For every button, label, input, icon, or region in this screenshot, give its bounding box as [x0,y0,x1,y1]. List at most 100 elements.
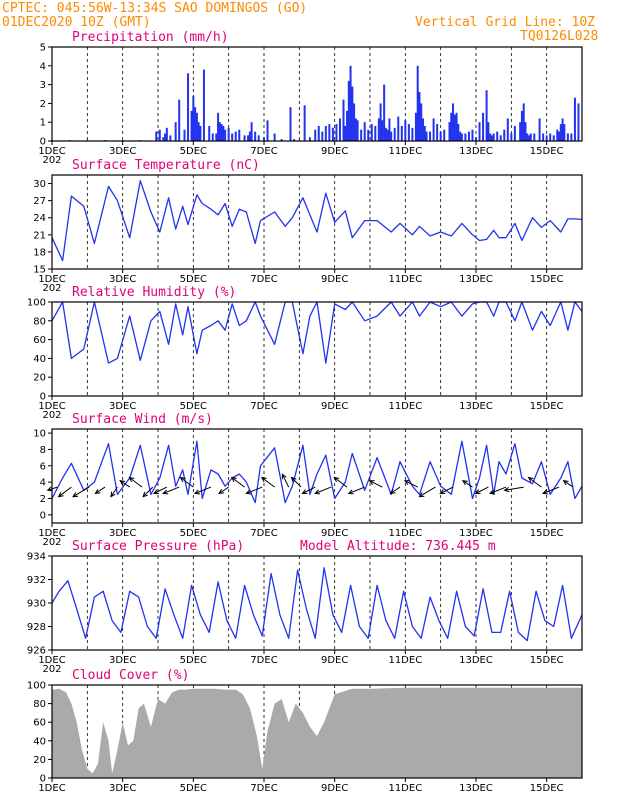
wind-arrow [541,486,560,495]
precip-bar [522,103,525,141]
precip-bar [533,133,536,141]
wind-arrow [439,486,454,495]
grid-line-note: Vertical Grid Line: 10Z [415,15,595,30]
y-tick-label: 10 [33,429,46,440]
precip-bar [384,127,387,141]
precip-bar [231,133,234,141]
y-tick-label: 926 [27,646,46,657]
wind-arrow [333,476,348,488]
wind-arrow [488,486,507,495]
x-tick-label: 15DEC [530,401,564,412]
precip-bar [303,105,306,141]
wind-arrow [281,473,290,488]
x-tick-label: 15DEC [530,146,564,157]
x-tick-label: 3DEC [109,783,136,794]
precip-bar [158,129,161,141]
precip-bar [222,125,225,141]
precip-bar [218,122,221,141]
precip-bar [370,124,373,141]
wind-arrow [314,486,332,495]
precip-bar [234,131,237,141]
precip-bar [174,122,177,141]
humidity-frame [51,301,583,397]
precip-bar [155,131,158,141]
wind-arrow [153,486,168,495]
precip-bar [247,135,250,141]
precip-bar [388,118,391,141]
precipitation-panel: Precipitation (mm/h) 0 1 2 3 4 5 1DEC 3DEC 5DEC 7D… [38,30,583,166]
y-tick-label: 60 [33,335,46,346]
x-tick-label: 5DEC [180,401,207,412]
precip-bar [183,129,186,141]
precip-bar [194,107,197,141]
x-tick-label: 7DEC [250,528,277,539]
precip-bar [379,103,382,141]
x-tick-label: 5DEC [180,528,207,539]
y-tick-label: 60 [33,718,46,729]
pressure-panel: Surface Pressure (hPa) Model Altitude: 73… [27,539,583,675]
temperature-frame [51,174,583,270]
wind-arrow [403,480,418,488]
precip-bar [243,135,246,141]
precip-bar [192,95,195,141]
precip-bar [452,103,455,141]
temperature-title: Surface Temperature (nC) [72,158,260,173]
precip-bar [526,133,529,141]
x-tick-label: 9DEC [321,146,348,157]
x-tick-label: 11DEC [388,274,422,285]
precip-bar [467,131,470,141]
precip-bar [367,129,370,141]
precip-bar [457,124,460,141]
precip-bar [400,125,403,141]
wind-arrow [368,480,383,488]
y-tick-label: 0 [40,137,46,148]
y-tick-label: 2 [40,494,46,505]
wind-series [46,440,583,504]
precip-bar [250,122,253,141]
precip-bar [460,133,463,141]
x-tick-label: 9DEC [321,401,348,412]
x-tick-label: 5DEC [180,146,207,157]
precip-bar [335,124,338,141]
x-tick-label: 7DEC [250,783,277,794]
precip-bar [487,122,490,141]
humidity-panel: Relative Humidity (%) 0 20 40 60 80 100 1DEC 3DE… [27,285,583,421]
precip-bar [217,112,220,141]
precip-bar [420,103,423,141]
x-tick-label: 9DEC [321,274,348,285]
y-tick-label: 1 [40,118,46,129]
precip-bar [423,125,426,141]
run-date: 01DEC2020 10Z (GMT) [2,15,151,30]
precip-bar [538,118,541,141]
x-tick-label: 1DEC [38,528,65,539]
cloud-cover-panel: Cloud Cover (%) 0 20 40 60 80 100 1DEC 3DEC 5DEC 7… [27,668,583,794]
precip-bar [429,131,432,141]
wind-arrow [162,486,180,495]
y-tick-label: 934 [27,552,46,563]
precip-bar [374,125,377,141]
x-tick-label: 11DEC [388,401,422,412]
x-tick-label: 11DEC [388,146,422,157]
precip-bar [475,137,477,141]
precip-bar [478,122,481,141]
precipitation-title: Precipitation (mm/h) [72,30,229,45]
precip-bar [559,124,562,141]
year-label: 202 [42,664,61,675]
y-tick-label: 15 [33,265,46,276]
model-altitude-note: Model Altitude: 736.445 m [300,539,496,554]
precip-bar [314,129,317,141]
y-tick-label: 20 [33,373,46,384]
precip-bar [377,118,380,141]
precip-bar [549,133,552,141]
precip-bar [489,133,492,141]
precip-bar [439,131,442,141]
precip-bar [558,131,561,141]
precip-bar [238,129,241,141]
y-tick-label: 40 [33,736,46,747]
humidity-title: Relative Humidity (%) [72,285,236,300]
x-tick-label: 7DEC [250,146,277,157]
precip-bar [187,73,190,141]
precip-bar [321,131,324,141]
x-tick-label: 13DEC [459,146,493,157]
y-tick-label: 100 [27,298,46,309]
